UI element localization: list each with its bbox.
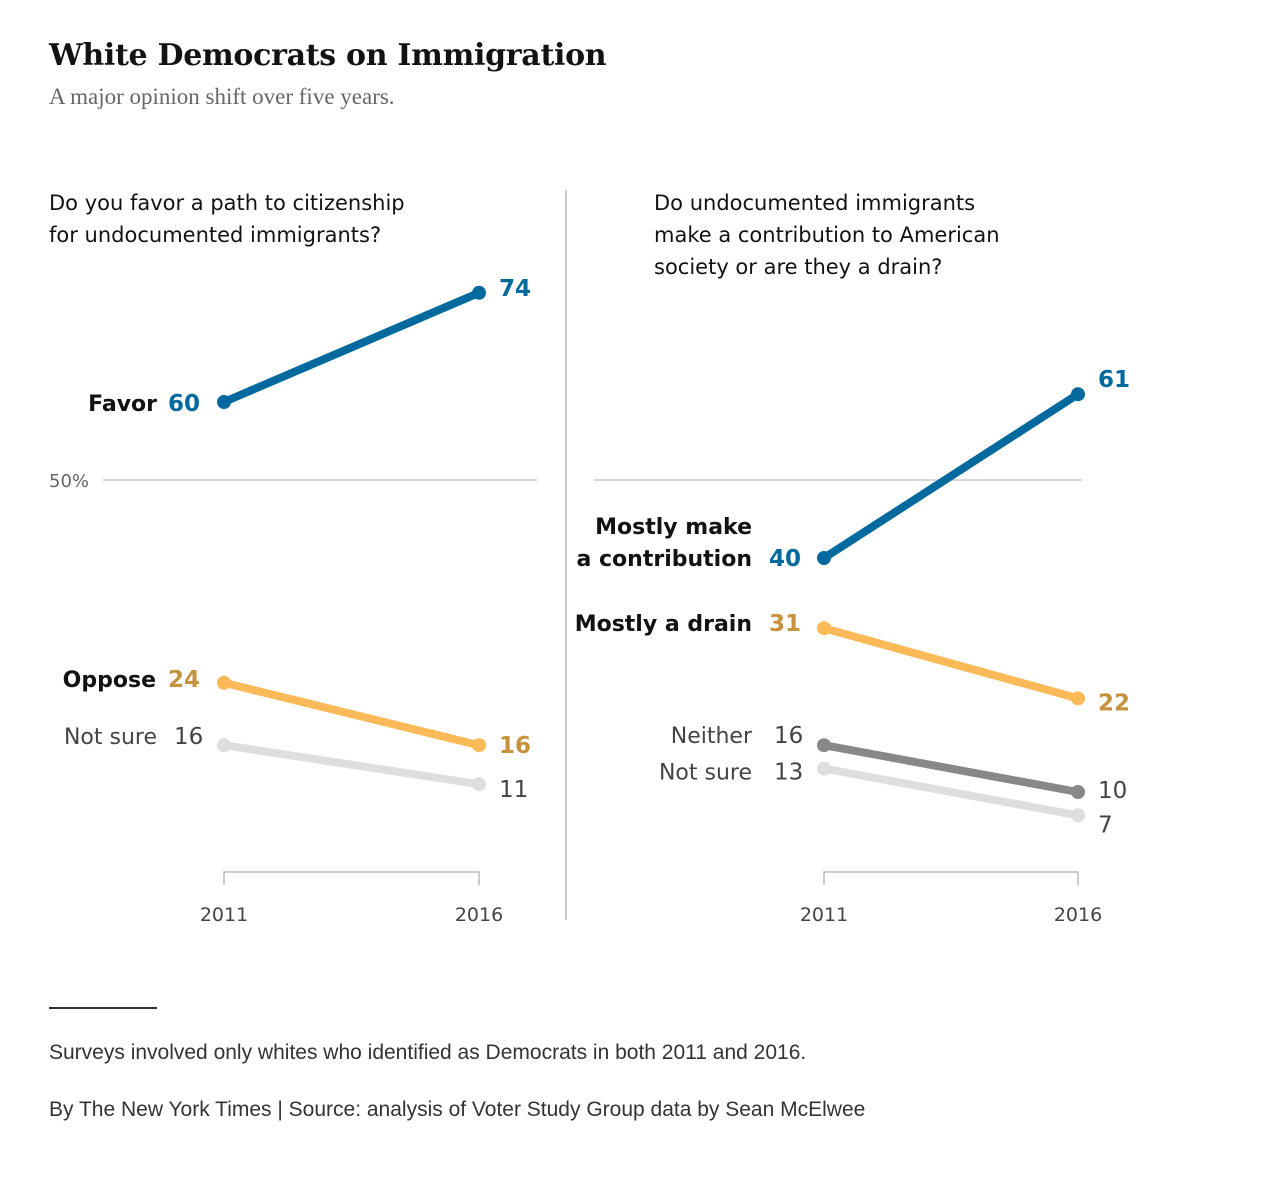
series-label: Favor xyxy=(88,392,157,417)
series-label: Oppose xyxy=(63,668,156,693)
value-label-2016: 11 xyxy=(499,777,528,803)
x-tick-label: 2011 xyxy=(200,904,248,926)
data-point xyxy=(472,738,486,753)
data-point xyxy=(472,777,486,792)
series-label: Neither xyxy=(671,724,753,749)
data-point xyxy=(472,285,486,300)
series-label: Not sure xyxy=(64,725,157,750)
value-label-2011: 31 xyxy=(769,611,801,637)
source-credit: By The New York Times | Source: analysis… xyxy=(49,1098,866,1121)
series-line xyxy=(820,390,1082,562)
series-label: a contribution xyxy=(577,547,752,572)
value-label-2016: 22 xyxy=(1098,690,1130,716)
x-axis-bracket xyxy=(823,871,1079,885)
value-label-2011: 60 xyxy=(168,391,200,417)
panel-question-line: society or are they a drain? xyxy=(654,255,942,279)
panel-question-line: Do you favor a path to citizenship xyxy=(49,191,405,215)
x-axis-bracket xyxy=(223,871,480,885)
series-label: Mostly a drain xyxy=(575,612,752,637)
survey-note: Surveys involved only whites who identif… xyxy=(49,1041,807,1064)
value-label-2016: 7 xyxy=(1098,812,1113,838)
chart-title: White Democrats on Immigration xyxy=(49,38,607,73)
data-point xyxy=(1071,691,1085,706)
data-point xyxy=(1071,387,1085,402)
value-label-2016: 16 xyxy=(499,733,531,759)
series-line xyxy=(220,678,483,750)
series-line xyxy=(820,624,1082,703)
data-point xyxy=(817,621,831,636)
chart-subtitle: A major opinion shift over five years. xyxy=(49,84,395,109)
value-label-2016: 74 xyxy=(499,276,531,302)
x-tick-label: 2016 xyxy=(1054,904,1102,926)
value-label-2011: 13 xyxy=(774,760,803,786)
panel-question-line: for undocumented immigrants? xyxy=(49,223,381,247)
series-line xyxy=(220,288,483,406)
slope-charts: Do you favor a path to citizenship for un… xyxy=(49,190,1130,926)
data-point xyxy=(217,738,231,753)
series-line xyxy=(820,764,1082,820)
panel-question-line: Do undocumented immigrants xyxy=(654,191,975,215)
series-line xyxy=(820,741,1082,796)
value-label-2011: 24 xyxy=(168,667,200,693)
data-point xyxy=(1071,785,1085,799)
reference-line-label: 50% xyxy=(49,471,89,492)
value-label-2016: 10 xyxy=(1098,778,1127,804)
value-label-2011: 16 xyxy=(774,723,803,749)
x-tick-label: 2016 xyxy=(455,904,503,926)
data-point xyxy=(817,551,831,565)
x-tick-label: 2011 xyxy=(800,904,848,926)
data-point xyxy=(817,738,831,753)
footer-divider xyxy=(49,1007,157,1009)
series-label: Not sure xyxy=(659,761,752,786)
data-point xyxy=(217,675,231,690)
panel-question-line: make a contribution to American xyxy=(654,223,1000,247)
data-point xyxy=(817,761,831,776)
value-label-2011: 40 xyxy=(769,546,801,572)
value-label-2016: 61 xyxy=(1098,367,1130,393)
data-point xyxy=(217,395,231,409)
series-line xyxy=(220,741,483,789)
series-label: Mostly make xyxy=(595,515,752,540)
value-label-2011: 16 xyxy=(174,724,203,750)
data-point xyxy=(1071,808,1085,823)
